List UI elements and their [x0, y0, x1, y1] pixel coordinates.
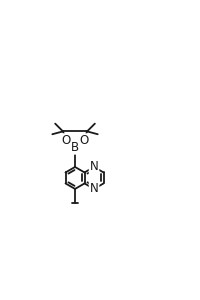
Text: B: B	[71, 141, 79, 154]
Text: N: N	[89, 182, 98, 195]
Text: N: N	[89, 160, 98, 173]
Text: O: O	[61, 134, 71, 147]
Text: O: O	[79, 134, 88, 147]
